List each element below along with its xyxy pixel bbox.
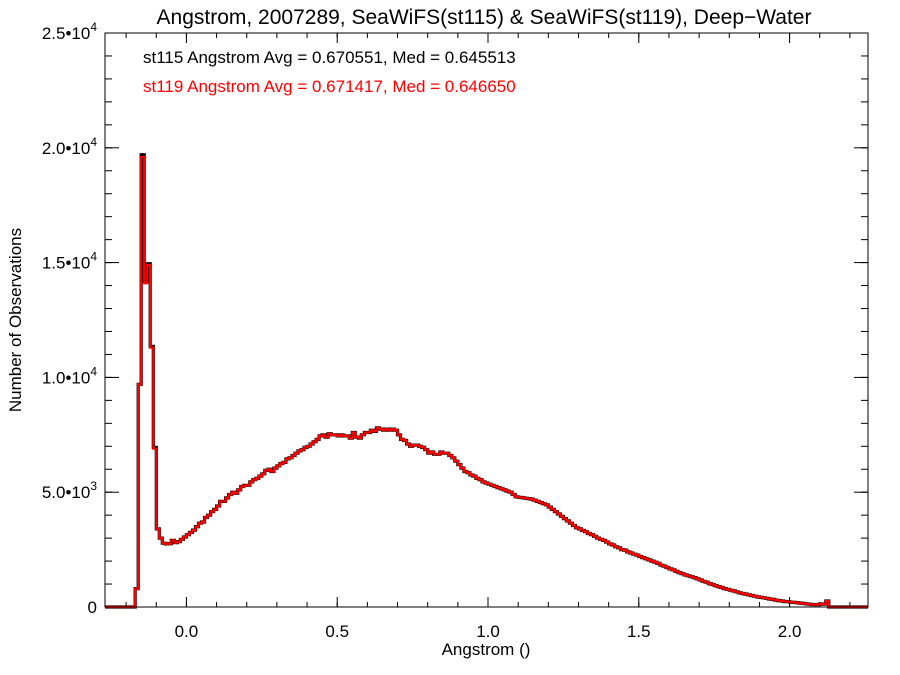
y-tick-mantissa: 0 <box>88 598 97 617</box>
histogram-series-st115 <box>105 153 868 609</box>
y-tick-label: 5.0•103 <box>42 479 98 502</box>
series-group <box>105 153 868 609</box>
x-tick-label: 2.0 <box>778 622 802 641</box>
y-tick-label: 2.0•104 <box>42 135 98 158</box>
y-tick-label: 2.5•104 <box>42 20 98 43</box>
y-tick-exponent: 4 <box>90 364 97 378</box>
annotation-st115: st115 Angstrom Avg = 0.670551, Med = 0.6… <box>143 48 516 67</box>
x-tick-label: 0.5 <box>325 622 349 641</box>
y-tick-mantissa: 5.0•10 <box>42 483 91 502</box>
y-tick-mantissa: 1.0•10 <box>42 368 91 387</box>
histogram-series-st119 <box>105 155 868 609</box>
y-tick-mantissa: 2.0•10 <box>42 139 91 158</box>
y-tick-label: 0 <box>88 598 97 617</box>
x-tick-label: 0.0 <box>175 622 199 641</box>
plot-frame <box>104 32 869 608</box>
y-tick-exponent: 4 <box>90 250 97 264</box>
y-tick-label: 1.0•104 <box>42 364 98 387</box>
chart-title: Angstrom, 2007289, SeaWiFS(st115) & SeaW… <box>157 6 812 29</box>
x-axis-label: Angstrom () <box>442 640 531 659</box>
y-tick-mantissa: 2.5•10 <box>42 24 91 43</box>
axis-ticks: 0.0 0.5 1.0 1.5 2.005.0•1031.0•1041.5•1042.0… <box>42 20 868 641</box>
annotation-st119: st119 Angstrom Avg = 0.671417, Med = 0.6… <box>143 77 516 96</box>
y-tick-mantissa: 1.5•10 <box>42 254 91 273</box>
y-tick-exponent: 3 <box>90 479 97 493</box>
x-tick-label: 1.5 <box>627 622 651 641</box>
y-tick-exponent: 4 <box>90 20 97 34</box>
y-tick-label: 1.5•104 <box>42 250 98 273</box>
y-axis-label: Number of Observations <box>6 228 25 412</box>
x-tick-label: 1.0 <box>476 622 500 641</box>
y-tick-exponent: 4 <box>90 135 97 149</box>
